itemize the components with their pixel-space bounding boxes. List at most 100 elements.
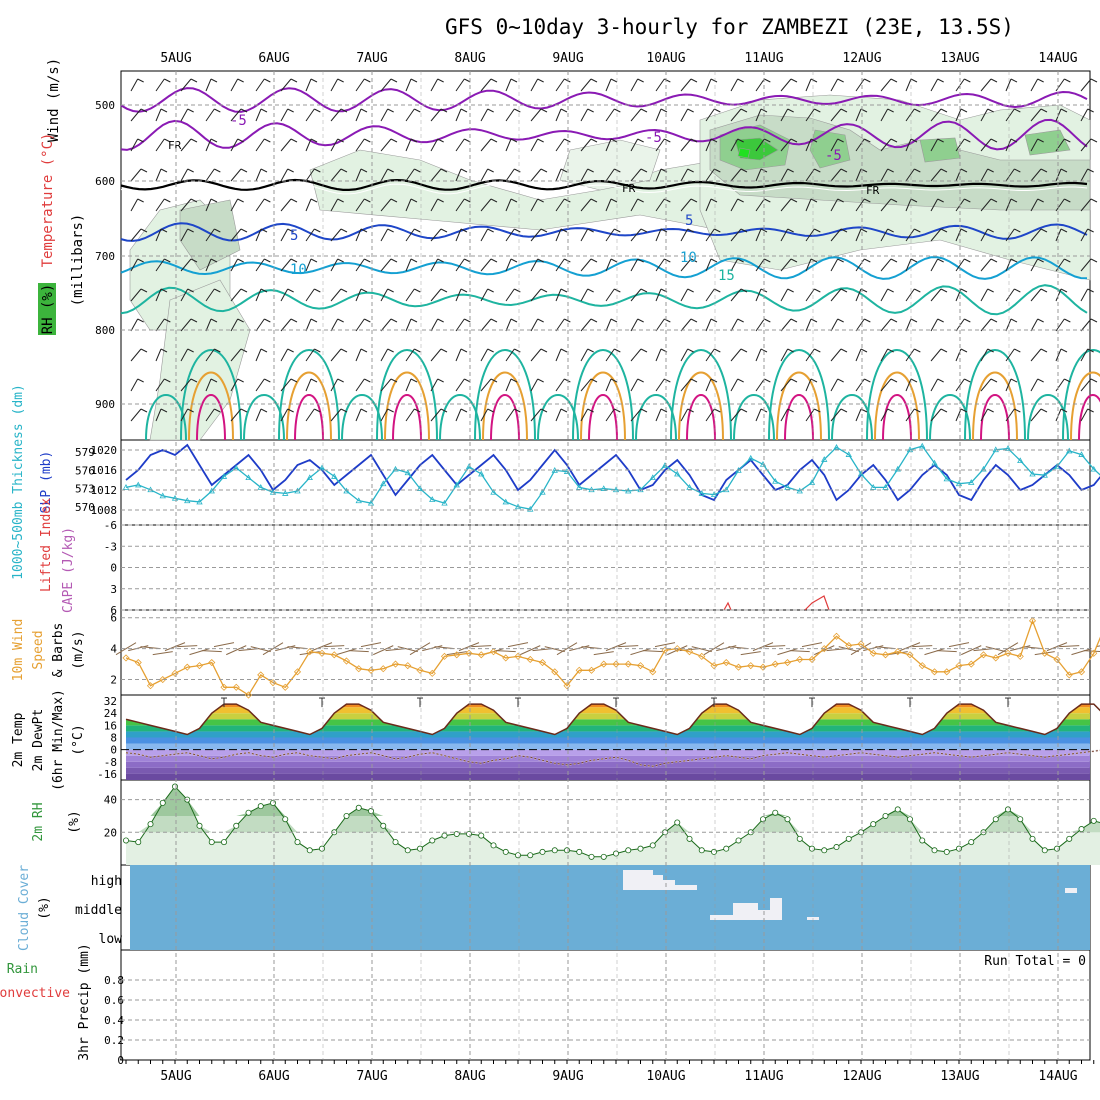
day-label-bottom: 7AUG <box>356 1069 387 1084</box>
wind-barb <box>680 318 692 332</box>
wind-barb-flag <box>490 378 498 383</box>
day-label-bottom: 6AUG <box>258 1069 289 1084</box>
wind-barb <box>480 168 489 182</box>
wind-barb-flag <box>640 168 648 173</box>
wind-barb <box>255 318 265 332</box>
wind-barb <box>755 138 765 152</box>
wind-barb <box>155 138 165 152</box>
wind-10m-point <box>1028 617 1037 625</box>
wind-barb <box>655 228 662 242</box>
wind-barb <box>705 108 715 122</box>
rh-2m-point <box>123 837 130 844</box>
wind-barb <box>280 168 289 182</box>
wind-barb <box>755 318 765 332</box>
y-axis-labels: Wind (m/s)Temperature (°C) RH (%) (milliba… <box>0 58 92 1061</box>
rh-2m-point <box>637 845 644 852</box>
thickness-point <box>796 487 803 494</box>
thickness-point <box>625 487 632 494</box>
wind-barb <box>630 138 639 152</box>
wind-barb-flag <box>164 198 171 203</box>
wind-barb <box>355 258 365 272</box>
isotherm-lobe-6-2 <box>784 394 814 441</box>
li-tick: 6 <box>110 604 117 617</box>
wind-10m-barb <box>213 642 235 648</box>
wind-barb <box>705 378 712 392</box>
wind-barb <box>855 228 862 242</box>
wind-barb <box>880 138 892 152</box>
wind-barb <box>730 168 742 182</box>
cloud-block <box>770 898 782 920</box>
temp-band <box>126 755 1090 762</box>
wind-barb <box>930 318 939 332</box>
wind-barb-flag <box>137 258 144 263</box>
wind-barb-flag <box>140 288 148 293</box>
wind-barb <box>630 288 642 302</box>
wind-barb-flag <box>264 198 271 203</box>
wind-barb-flag <box>390 258 398 263</box>
thickness-point <box>980 465 987 472</box>
wind-barb-flag <box>260 108 268 113</box>
wind-barb-flag <box>140 168 148 173</box>
wind-barb <box>380 258 392 272</box>
rh-2m-point <box>772 809 779 816</box>
wind-10m-barb <box>324 645 345 648</box>
wind-barb-flag <box>614 288 621 293</box>
wind-barb <box>830 258 839 272</box>
wind-barb-flag <box>364 198 371 203</box>
wind-barb <box>680 228 689 242</box>
wind-barb-flag <box>990 318 998 323</box>
wind-barb-flag <box>290 198 298 203</box>
isotherm-lobe-5-2 <box>686 394 716 441</box>
rh-2m-point <box>943 848 950 855</box>
wind-barb-flag <box>214 288 221 293</box>
isotherm-lobe-4-2 <box>588 394 618 441</box>
thickness-point <box>196 498 203 505</box>
wind-barb <box>430 318 439 332</box>
wind-barb <box>430 348 442 362</box>
wind-barb <box>505 168 515 182</box>
wind-barb <box>680 378 692 392</box>
wind-barb <box>580 108 589 122</box>
wind-barb <box>130 78 139 92</box>
wind-barb-flag <box>187 348 194 353</box>
wind-10m-barb <box>336 648 357 656</box>
wind-barb-flag <box>740 168 748 173</box>
wind-barb <box>355 348 362 362</box>
day-label-bottom: 8AUG <box>454 1069 485 1084</box>
wind-barb-flag <box>1010 138 1018 143</box>
wind-barb <box>705 258 712 272</box>
wind-10m-barb <box>1083 650 1100 652</box>
isotherm-lobe-6-1 <box>776 371 822 441</box>
wind-barb-flag <box>1060 348 1068 353</box>
thickness-point <box>331 473 338 479</box>
day-label-bottom: 12AUG <box>842 1069 881 1084</box>
wind-barb-flag <box>637 318 644 323</box>
wind-barb-flag <box>687 348 694 353</box>
wind-barb <box>1080 228 1089 242</box>
rh-2m-point <box>723 845 730 852</box>
wind-barb-flag <box>310 258 318 263</box>
wind-barb-flag <box>840 108 848 113</box>
wind-barb-flag <box>190 378 198 383</box>
wind-barb <box>1055 258 1065 272</box>
wind-barb <box>280 228 289 242</box>
wind-barb <box>505 108 515 122</box>
isotherm-10 <box>120 256 1088 280</box>
wind-barb-flag <box>440 108 448 113</box>
isotherm-lobe-4-1 <box>580 371 626 441</box>
wind-barb-flag <box>737 378 744 383</box>
wind-10m-barb <box>593 651 614 656</box>
wind-10m-point <box>600 660 608 668</box>
thickness-point <box>919 442 926 449</box>
wind-10m-point <box>195 662 204 670</box>
wind-barb <box>130 258 139 272</box>
wind-10m-barb <box>360 642 382 648</box>
wind-barb-flag <box>540 108 548 113</box>
wind-barb-flag <box>840 288 848 293</box>
wind-barb <box>280 108 289 122</box>
thickness-point <box>220 473 228 479</box>
wind-barb <box>130 198 139 212</box>
rh-2m-point <box>1017 816 1024 823</box>
wind-barb <box>280 288 289 302</box>
wind-barb <box>130 408 142 422</box>
